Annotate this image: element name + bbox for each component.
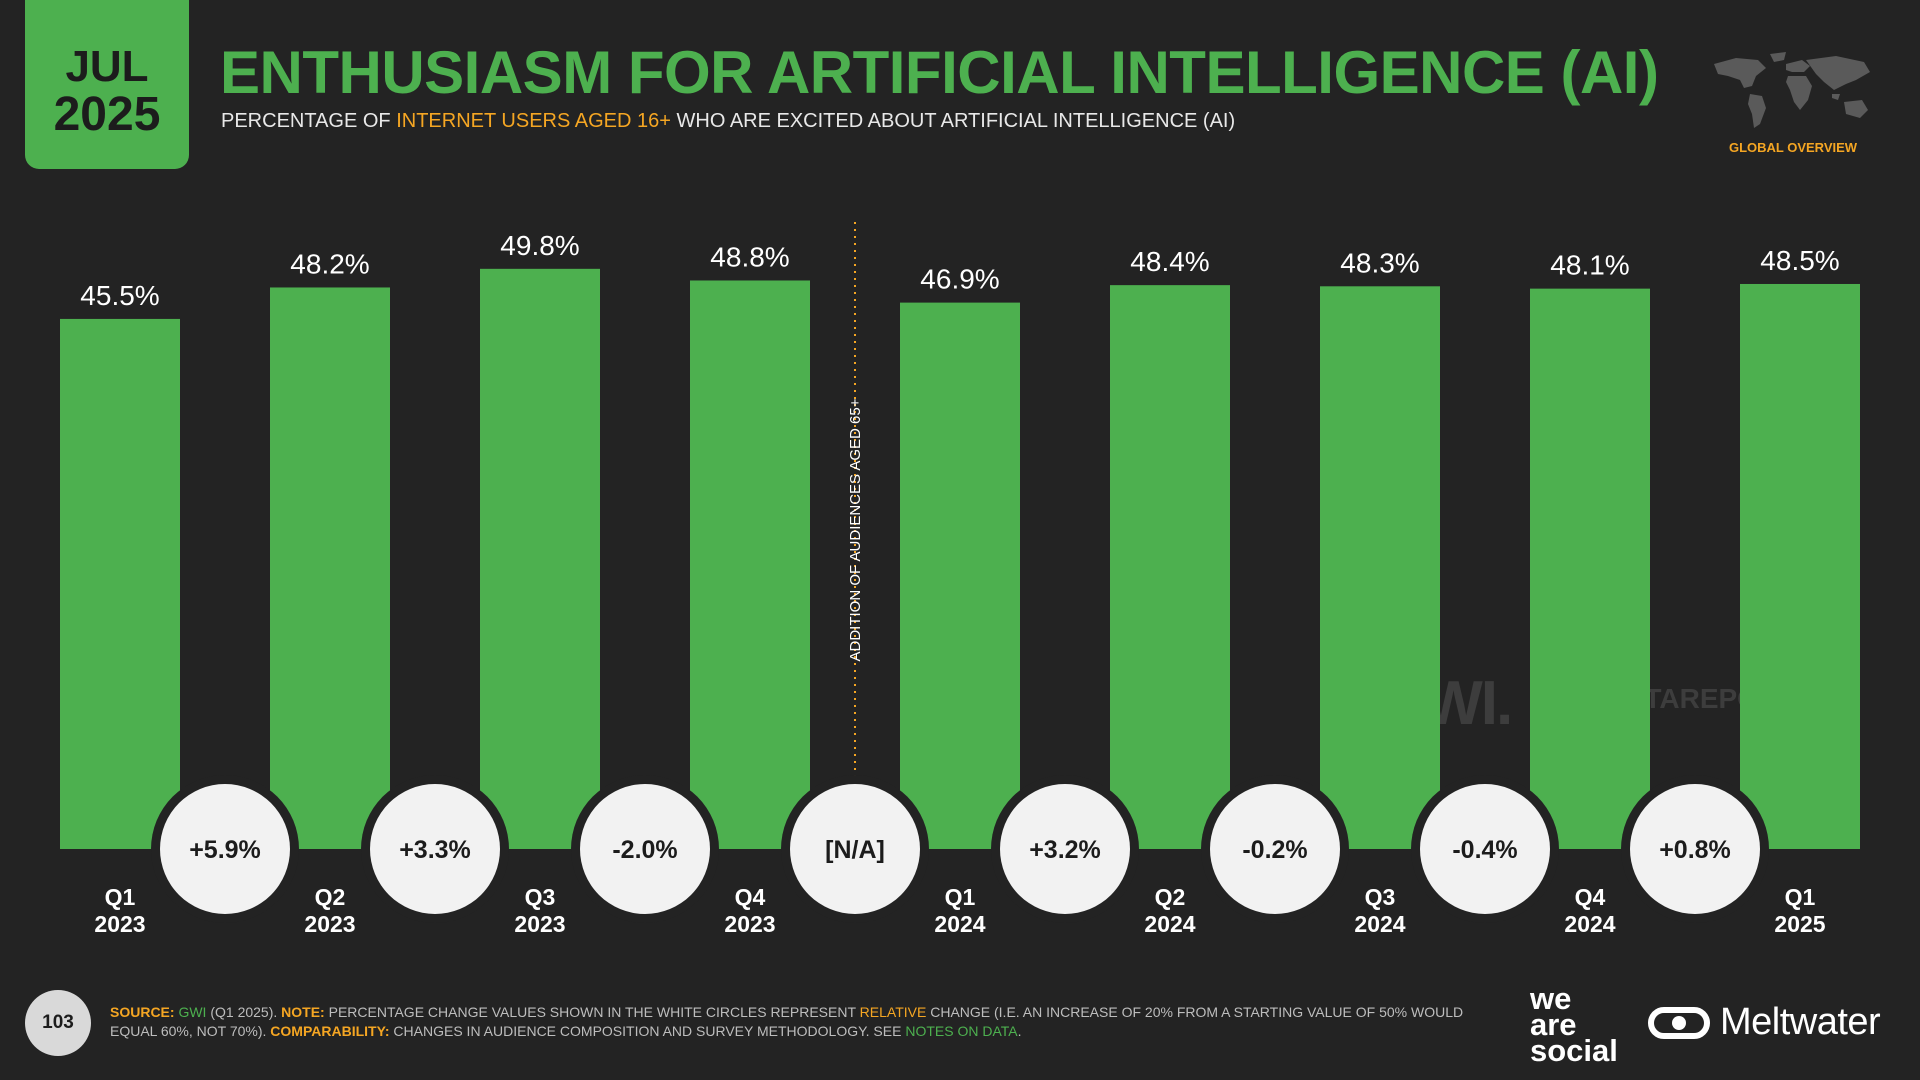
date-year: 2025 [53, 88, 161, 141]
x-tick-label: 2024 [934, 911, 985, 937]
bar [690, 280, 810, 850]
bar-value-label: 48.2% [290, 248, 369, 279]
annotation-text: ADDITION OF AUDIENCES AGED 65+ [847, 398, 864, 661]
bar-value-label: 48.8% [710, 241, 789, 272]
bar [1320, 286, 1440, 849]
change-circle [790, 784, 920, 914]
change-label: [N/A] [825, 836, 885, 864]
x-tick-label: Q3 [1365, 884, 1396, 910]
subtitle-highlight: INTERNET USERS AGED 16+ [396, 110, 671, 132]
meltwater-logo: Meltwater [1648, 1001, 1881, 1044]
x-tick-label: Q4 [735, 884, 766, 910]
bar [270, 287, 390, 850]
region-label: GLOBAL OVERVIEW [1728, 140, 1858, 155]
x-tick-label: Q1 [1785, 884, 1816, 910]
change-label: +3.2% [1029, 836, 1101, 864]
bar-chart: 45.5%Q1202348.2%Q2202349.8%Q3202348.8%Q4… [60, 222, 1860, 937]
bar-value-label: 49.8% [500, 230, 579, 261]
x-tick-label: 2023 [514, 911, 565, 937]
x-tick-label: Q3 [525, 884, 556, 910]
change-label: -2.0% [612, 836, 677, 864]
x-tick-label: Q4 [1575, 884, 1606, 910]
page-subtitle: PERCENTAGE OF INTERNET USERS AGED 16+ WH… [221, 110, 1236, 132]
bar [1110, 285, 1230, 849]
date-month: JUL [65, 42, 149, 91]
bar [1530, 288, 1650, 849]
x-tick-label: Q1 [945, 884, 976, 910]
bar-value-label: 48.4% [1130, 246, 1209, 277]
x-tick-label: Q2 [1155, 884, 1186, 910]
x-tick-label: 2023 [724, 911, 775, 937]
x-tick-label: Q1 [105, 884, 136, 910]
bar [60, 318, 180, 849]
date-badge: JUL 2025 [25, 0, 189, 169]
world-map-icon [1714, 52, 1870, 128]
bar-value-label: 46.9% [920, 264, 999, 295]
bar [480, 268, 600, 850]
bar [1740, 283, 1860, 850]
change-circle [580, 784, 710, 914]
page-title: ENTHUSIASM FOR ARTIFICIAL INTELLIGENCE (… [220, 39, 1659, 106]
change-label: -0.4% [1452, 836, 1517, 864]
bar-value-label: 48.3% [1340, 247, 1419, 278]
x-tick-label: 2025 [1774, 911, 1825, 937]
change-label: +5.9% [189, 836, 261, 864]
change-circle [1420, 784, 1550, 914]
x-tick-label: 2024 [1354, 911, 1405, 937]
change-label: +3.3% [399, 836, 471, 864]
change-circle [370, 784, 500, 914]
we-are-social-logo: we are social [1530, 981, 1618, 1068]
change-circle [160, 784, 290, 914]
x-tick-label: 2023 [304, 911, 355, 937]
x-tick-label: 2024 [1564, 911, 1615, 937]
x-tick-label: 2023 [94, 911, 145, 937]
bar [900, 302, 1020, 849]
change-circle [1210, 784, 1340, 914]
bar-value-label: 48.5% [1760, 245, 1839, 276]
meltwater-icon [1648, 1003, 1714, 1043]
notes-on-data-link[interactable]: NOTES ON DATA [905, 1023, 1018, 1039]
x-tick-label: 2024 [1144, 911, 1195, 937]
change-label: +0.8% [1659, 836, 1731, 864]
bar-value-label: 45.5% [80, 280, 159, 311]
change-circle [1630, 784, 1760, 914]
bar-value-label: 48.1% [1550, 250, 1629, 281]
footer-note: SOURCE: GWI (Q1 2025). NOTE: PERCENTAGE … [110, 1004, 1464, 1039]
x-tick-label: Q2 [315, 884, 346, 910]
change-label: -0.2% [1242, 836, 1307, 864]
change-circle [1000, 784, 1130, 914]
page-number: 103 [25, 990, 91, 1056]
